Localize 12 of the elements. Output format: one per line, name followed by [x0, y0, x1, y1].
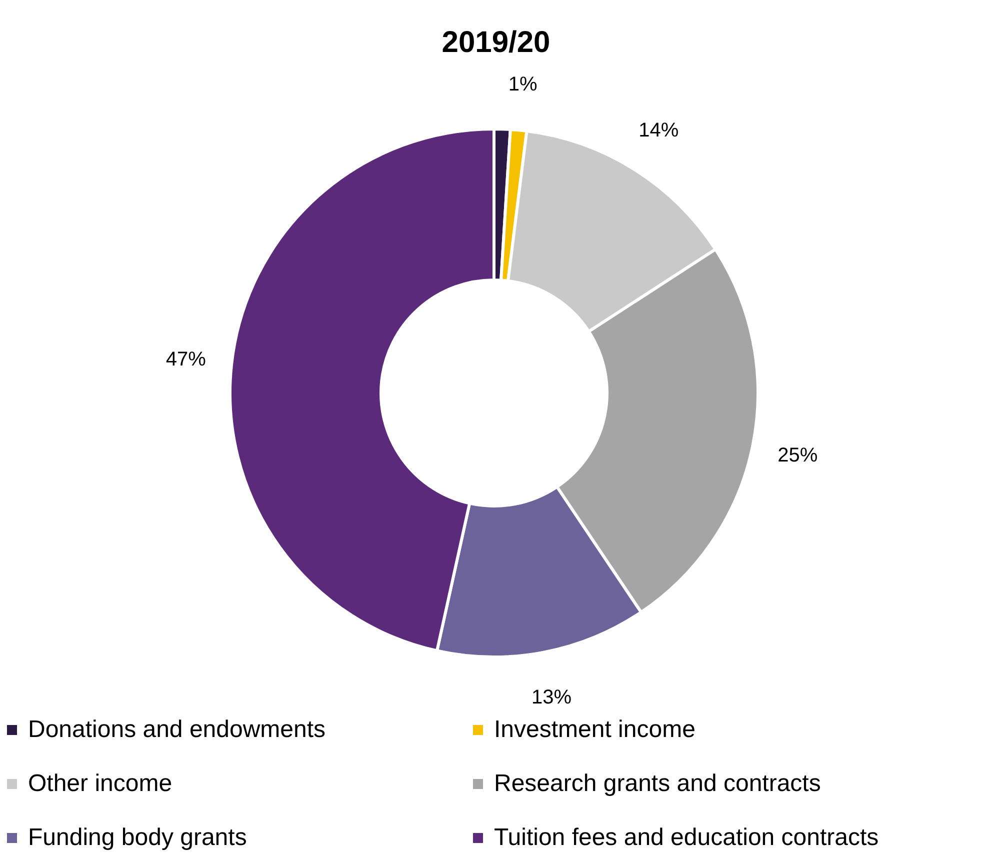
data-label: 47% [166, 348, 206, 370]
legend-label: Other income [28, 770, 172, 797]
data-label: 25% [778, 444, 818, 466]
data-label: 1% [508, 73, 538, 96]
chart-title: 2019/20 [442, 26, 550, 59]
legend-label: Investment income [494, 716, 696, 743]
legend-label: Donations and endowments [28, 716, 326, 743]
data-label: 13% [532, 686, 572, 709]
legend-label: Research grants and contracts [494, 770, 821, 797]
legend-label: Tuition fees and education contracts [494, 824, 879, 851]
data-label: 14% [638, 119, 679, 142]
legend-label: Funding body grants [28, 824, 247, 851]
